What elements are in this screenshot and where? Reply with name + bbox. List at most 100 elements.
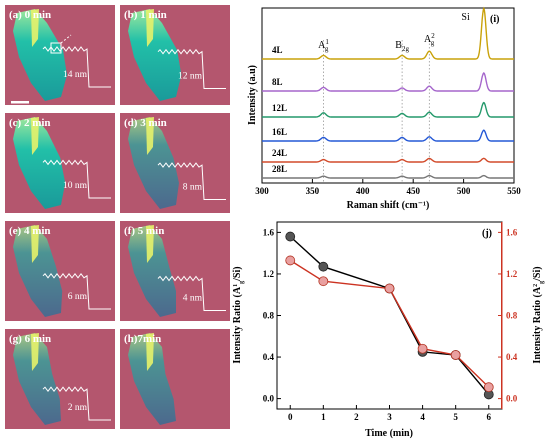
micrograph-panel: 12 nm (b) 1 min	[120, 5, 230, 105]
raman-x-tick-label: 300	[255, 186, 269, 196]
raman-x-tick-label: 400	[356, 186, 370, 196]
flake-thick-edge	[146, 117, 154, 155]
micrograph-panel: 4 nm (f) 5 min	[120, 221, 230, 321]
flake-region	[128, 225, 176, 317]
ratio-point	[450, 350, 461, 360]
flake-thick-edge	[31, 9, 39, 47]
ratio-right-tick-label: 0.8	[506, 311, 518, 321]
thickness-label: 12 nm	[178, 72, 203, 82]
ratio-point	[384, 283, 395, 294]
raman-x-ticks: 300 350 400 450 500 550	[255, 179, 521, 196]
ratio-point	[285, 231, 296, 242]
ratio-series-line	[289, 235, 490, 395]
micrograph-panel: 2 nm (g) 6 min	[5, 329, 115, 429]
ratio-x-tick-label: 3	[387, 412, 392, 422]
ratio-left-y-axis-title: Intensity Ratio (A1g/Si)	[232, 266, 245, 363]
ratio-point	[483, 382, 494, 393]
ratio-x-tick-label: 0	[288, 412, 293, 422]
flake-thick-edge	[146, 333, 154, 371]
micrograph-label: (a) 0 min	[9, 9, 51, 21]
raman-series-4L	[262, 6, 514, 60]
ratio-series-line	[289, 259, 490, 388]
micrograph-label: (c) 2 min	[9, 117, 51, 129]
flake-thick-edge	[31, 225, 39, 263]
raman-x-axis-title: Raman shift (cm⁻¹)	[347, 200, 430, 211]
ratio-series-group	[285, 231, 494, 400]
micrograph-panel: 6 nm (e) 4 min	[5, 221, 115, 321]
raman-series-8L	[262, 72, 514, 92]
raman-y-axis-title: Intensity (a.u)	[247, 65, 258, 125]
raman-series-24L	[262, 157, 514, 163]
flake-region	[128, 333, 176, 425]
raman-series-label: 28L	[272, 164, 287, 174]
flake-region	[13, 225, 63, 317]
ratio-x-tick-label: 6	[487, 412, 492, 422]
flake-region	[13, 117, 66, 209]
ratio-left-tick-label: 0.4	[263, 352, 275, 362]
flake-thick-edge	[146, 225, 154, 263]
ratio-right-tick-label: 0.4	[506, 352, 518, 362]
raman-series-label: 12L	[272, 103, 287, 113]
ratio-right-tick-label: 0.0	[506, 394, 518, 404]
raman-peak-label: A2 g	[424, 32, 435, 47]
raman-series-28L	[262, 174, 514, 179]
micrograph-label: (d) 3 min	[124, 117, 167, 129]
micrograph-label: (e) 4 min	[9, 225, 51, 237]
ratio-x-tick-label: 5	[453, 412, 458, 422]
raman-x-tick-label: 550	[507, 186, 521, 196]
flake-region	[13, 9, 67, 101]
raman-panel-tag: (i)	[490, 14, 499, 25]
raman-series-group: 4L 8L 12L 16L 24L 28L	[262, 6, 514, 183]
raman-peak-label: A1 g	[318, 38, 329, 53]
ratio-ticks: 0 1 2 3 4 5 6 0.0 0.0 0.4 0.4 0.8 0.8 1.2 1.2 1.6 1.6	[263, 227, 518, 422]
height-profile-line	[42, 159, 111, 199]
raman-series-label: 4L	[272, 45, 283, 55]
flake-thick-edge	[31, 333, 39, 371]
raman-spectra-panel: 4L 8L 12L 16L 24L 28L 300 350 400 450 500 550 Rama…	[247, 6, 521, 211]
ratio-x-tick-label: 1	[321, 412, 326, 422]
height-profile-line	[157, 275, 226, 311]
height-profile-line	[42, 386, 111, 421]
raman-peak-labels: A1 g B2g A2 g Si	[318, 12, 470, 53]
raman-series-label: 16L	[272, 127, 287, 137]
thickness-label: 6 nm	[68, 292, 88, 302]
ratio-left-tick-label: 0.8	[263, 311, 275, 321]
ratio-right-y-axis-title: Intensity Ratio (A2g/Si)	[532, 266, 545, 363]
thickness-label: 8 nm	[183, 183, 203, 193]
ratio-left-tick-label: 1.2	[263, 269, 275, 279]
ratio-right-tick-label: 1.2	[506, 269, 518, 279]
micrograph-label: (b) 1 min	[124, 9, 167, 21]
ratio-x-axis-title: Time (min)	[365, 428, 413, 439]
height-profile-line	[157, 162, 226, 200]
ratio-left-tick-label: 1.6	[263, 227, 275, 237]
thickness-label: 10 nm	[63, 181, 88, 191]
micrograph-label: (f) 5 min	[124, 225, 164, 237]
micrograph-label: (h)7min	[124, 333, 161, 345]
height-profile-line	[42, 272, 111, 310]
raman-series-label: 24L	[272, 148, 287, 158]
height-profile-line	[157, 48, 226, 89]
thickness-label: 2 nm	[68, 403, 88, 413]
micrograph-label: (g) 6 min	[9, 333, 51, 345]
ratio-point	[318, 261, 329, 272]
raman-peak-label: B2g	[395, 40, 409, 53]
ratio-x-tick-label: 4	[420, 412, 425, 422]
flake-thick-edge	[31, 117, 39, 155]
micrograph-panel: 10 nm (c) 2 min	[5, 113, 115, 213]
ratio-point	[417, 343, 428, 354]
ratio-point	[285, 255, 296, 266]
raman-plot-frame	[261, 7, 515, 184]
micrograph-panel: (h)7min	[120, 329, 230, 429]
raman-series-16L	[262, 129, 514, 142]
raman-x-tick-label: 350	[306, 186, 320, 196]
ratio-left-tick-label: 0.0	[263, 394, 275, 404]
thickness-label: 4 nm	[183, 294, 203, 304]
scale-bar	[11, 101, 29, 104]
flake-region	[128, 117, 179, 209]
raman-x-tick-label: 500	[457, 186, 471, 196]
micrograph-panel: 14 nm (a) 0 min	[5, 5, 115, 105]
intensity-ratio-panel: 0 1 2 3 4 5 6 0.0 0.0 0.4 0.4 0.8 0.8 1.2 1.2 1.6 1.6 Ti…	[232, 221, 545, 439]
ratio-right-tick-label: 1.6	[506, 227, 518, 237]
flake-region	[128, 9, 182, 101]
